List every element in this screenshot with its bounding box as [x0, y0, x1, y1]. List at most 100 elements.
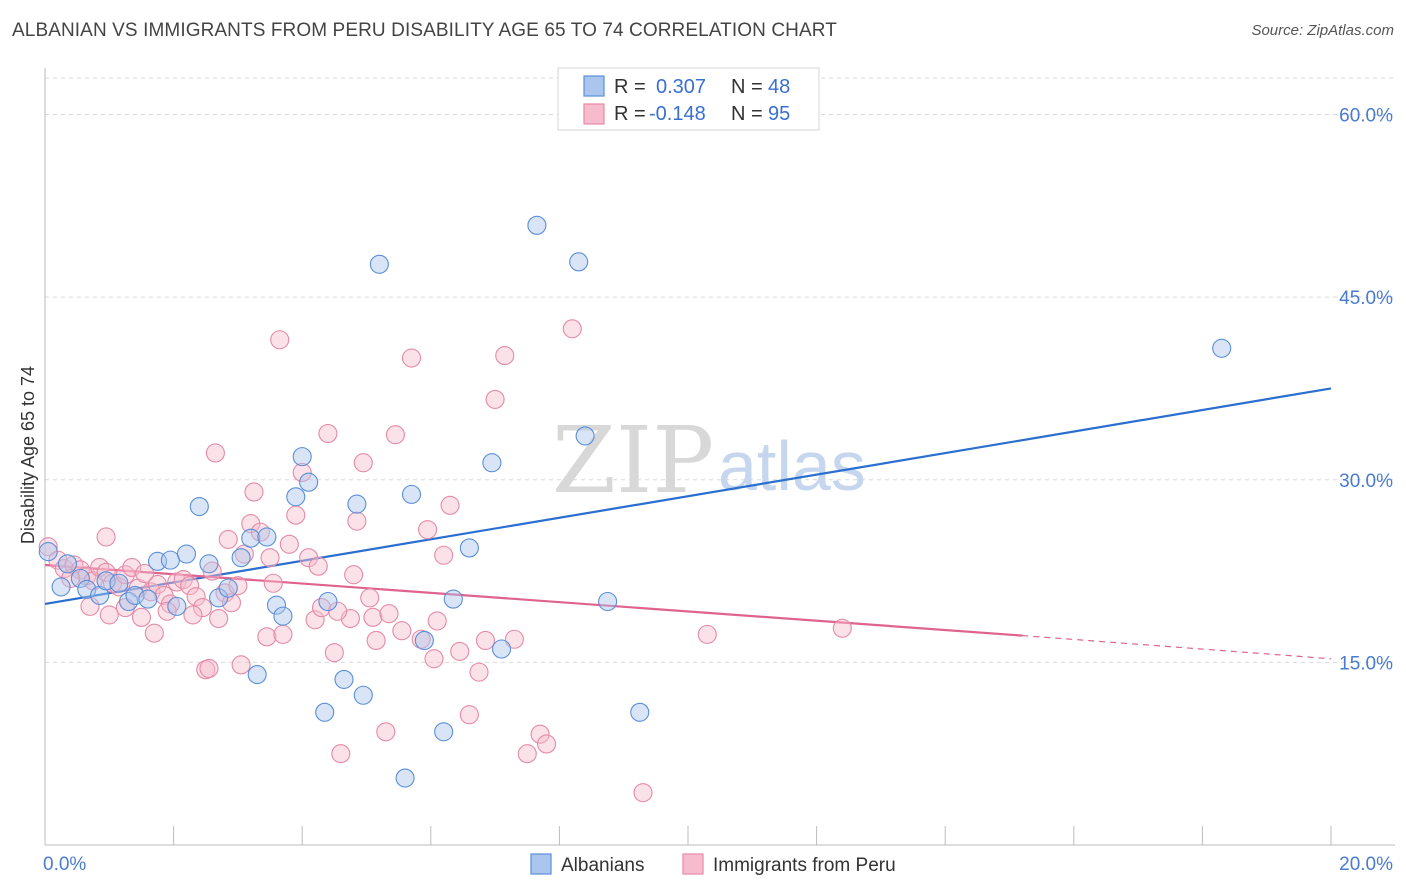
trend-lines — [44, 387, 1332, 660]
legend-r-label-peru: R = — [614, 103, 646, 125]
legend-swatch-peru — [583, 103, 605, 125]
albanians-point — [247, 665, 267, 685]
watermark-atlas: atlas — [718, 427, 866, 505]
bottom-legend: Albanians Immigrants from Peru — [530, 853, 896, 876]
x-tick-label-max: 20.0% — [1339, 854, 1393, 875]
albanians-point — [266, 595, 287, 615]
legend-n-value-peru: 95 — [768, 103, 790, 125]
legend-n-label-peru: N = — [731, 103, 763, 125]
albanians-point — [231, 548, 251, 568]
peru-point — [536, 734, 557, 754]
albanians-point — [209, 588, 229, 608]
albanians-point — [491, 639, 512, 659]
peru-point — [270, 330, 290, 350]
legend-r-value-peru: -0.148 — [649, 103, 706, 125]
albanians-point — [189, 496, 209, 517]
albanians-point — [51, 577, 71, 597]
albanians-point — [1212, 338, 1232, 358]
y-axis-title: Disability Age 65 to 74 — [18, 366, 38, 544]
albanians-point — [434, 722, 454, 742]
peru-point — [517, 744, 537, 764]
peru-point — [257, 627, 277, 647]
albanians-point — [199, 554, 219, 574]
peru-point — [697, 624, 717, 644]
peru-point — [244, 482, 264, 502]
peru-point — [504, 629, 524, 649]
peru-point — [99, 605, 119, 625]
peru-point — [135, 563, 155, 584]
peru-point — [495, 346, 515, 366]
albanians-point — [273, 606, 293, 626]
albanians-point — [241, 528, 261, 548]
albanians-point — [109, 573, 129, 593]
peru-point — [530, 724, 550, 744]
peru-point — [183, 605, 203, 625]
peru-point — [38, 537, 58, 557]
albanians-point — [369, 254, 389, 274]
peru-point — [562, 319, 582, 339]
peru-point — [376, 722, 396, 742]
peru-point — [450, 641, 470, 661]
albanians-point — [286, 487, 306, 507]
series-peru-points — [38, 319, 852, 803]
peru-point — [331, 744, 351, 764]
peru-point — [196, 660, 216, 680]
bottom-legend-swatch-peru — [682, 853, 704, 875]
albanians-point — [218, 578, 238, 598]
peru-point — [279, 534, 299, 554]
albanians-point — [138, 589, 158, 609]
peru-point — [344, 565, 364, 585]
series-albanians-points — [38, 215, 1232, 788]
peru-point — [192, 598, 213, 618]
peru-point — [205, 443, 225, 463]
legend-r-value-albanians: 0.307 — [656, 76, 706, 98]
peru-point — [186, 587, 206, 607]
peru-point — [418, 520, 438, 540]
y-tick-label: 15.0% — [1339, 653, 1393, 674]
peru-point — [379, 604, 399, 624]
peru-point — [411, 629, 431, 649]
peru-point — [273, 624, 293, 644]
peru-point — [292, 462, 312, 483]
peru-point — [147, 574, 168, 595]
peru-point — [250, 522, 270, 542]
peru-point — [385, 425, 405, 445]
albanians-point — [318, 591, 338, 612]
y-tick-labels: 15.0% 30.0% 45.0% 60.0% — [1339, 106, 1393, 675]
peru-point — [475, 630, 496, 651]
albanians-point — [160, 550, 180, 570]
y-tick-label: 45.0% — [1339, 288, 1393, 309]
albanians-point — [257, 527, 277, 547]
albanians-point — [70, 568, 90, 588]
bottom-legend-label-albanians: Albanians — [561, 855, 644, 876]
albanians-point — [459, 538, 479, 558]
y-tick-label: 30.0% — [1339, 471, 1393, 492]
chart-title: ALBANIAN VS IMMIGRANTS FROM PERU DISABIL… — [12, 20, 837, 41]
albanians-point — [575, 426, 595, 446]
legend: R = 0.307 N = 48 R = -0.148 N = 95 — [557, 67, 820, 131]
albanians-point — [299, 472, 319, 492]
albanians-point — [347, 494, 367, 514]
peru-point — [832, 618, 852, 638]
peru-point — [308, 556, 328, 576]
albanians-point — [292, 447, 312, 467]
albanians-point — [598, 591, 618, 612]
albanians-point — [414, 630, 434, 651]
peru-point — [401, 348, 422, 368]
peru-point — [440, 495, 460, 515]
peru-point — [363, 607, 383, 627]
peru-point — [263, 573, 283, 593]
peru-point — [434, 545, 454, 565]
peru-point — [633, 783, 653, 803]
albanians-point — [315, 702, 335, 722]
axes — [44, 68, 1395, 846]
watermark-zip: ZIP — [552, 407, 714, 514]
peru-point — [96, 527, 116, 547]
x-tick-label-min: 0.0% — [43, 854, 86, 875]
peru-point — [424, 649, 444, 669]
legend-n-value-albanians: 48 — [768, 76, 790, 98]
albanians-point — [569, 252, 589, 272]
peru-point — [157, 601, 177, 621]
source-label: Source: ZipAtlas.com — [1251, 22, 1394, 39]
